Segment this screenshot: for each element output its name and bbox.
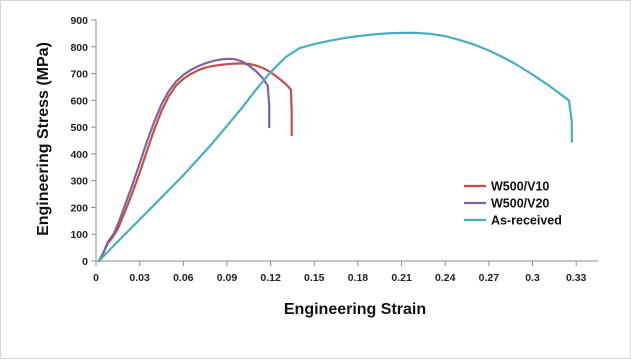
y-axis-title: Engineering Stress (MPa) xyxy=(35,42,52,236)
x-tick-label: 0.21 xyxy=(391,272,412,284)
x-tick-label: 0.18 xyxy=(348,272,369,284)
x-tick-label: 0.03 xyxy=(129,272,150,284)
x-tick-label: 0 xyxy=(93,272,99,284)
y-tick-label: 400 xyxy=(70,149,88,161)
y-tick-label: 700 xyxy=(70,69,88,81)
x-tick-label: 0.06 xyxy=(173,272,194,284)
x-tick-label: 0.33 xyxy=(566,272,587,284)
y-tick-label: 800 xyxy=(70,42,88,54)
legend-label-w500-v20: W500/V20 xyxy=(491,197,549,211)
x-tick-label: 0.15 xyxy=(304,272,325,284)
x-tick-label: 0.09 xyxy=(217,272,238,284)
x-tick-label: 0.27 xyxy=(479,272,500,284)
y-tick-label: 200 xyxy=(70,202,88,214)
x-tick-label: 0.3 xyxy=(525,272,540,284)
y-tick-label: 600 xyxy=(70,95,88,107)
series-line-w500-v20 xyxy=(97,57,271,263)
legend-label-w500-v10: W500/V10 xyxy=(491,180,549,194)
y-tick-label: 500 xyxy=(70,122,88,134)
y-tick-label: 300 xyxy=(70,176,88,188)
x-tick-label: 0.12 xyxy=(260,272,281,284)
legend-label-as-received: As-received xyxy=(491,214,562,228)
y-tick-label: 100 xyxy=(70,229,88,241)
y-tick-label: 0 xyxy=(82,256,88,268)
series-line-as-received xyxy=(97,31,573,263)
x-axis-title: Engineering Strain xyxy=(284,301,426,318)
y-tick-label: 900 xyxy=(70,15,88,27)
x-tick-label: 0.24 xyxy=(435,272,456,284)
